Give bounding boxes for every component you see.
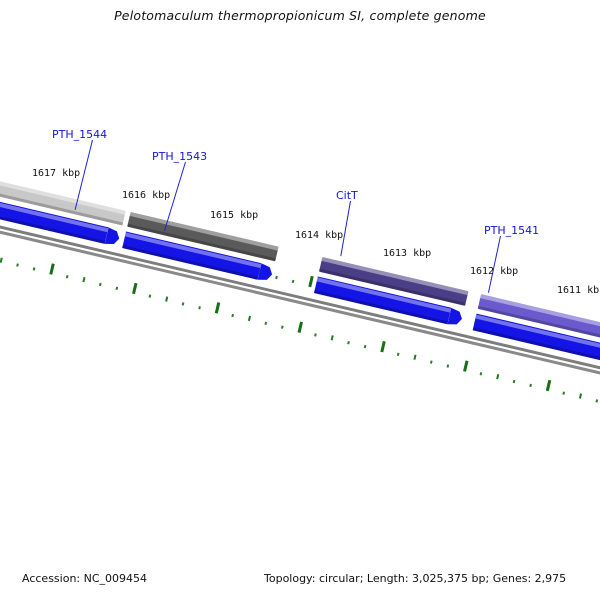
scale-tick-minor: [165, 296, 169, 302]
scale-tick-minor: [181, 302, 185, 306]
scale-tick-minor: [281, 325, 284, 329]
scale-tick-minor: [330, 335, 334, 341]
scale-tick-minor: [429, 360, 433, 364]
coordinate-label: 1613 kbp: [383, 248, 432, 259]
scale-tick-major: [463, 360, 469, 372]
coordinate-label: 1612 kbp: [470, 266, 519, 277]
scale-tick-minor: [231, 313, 234, 318]
scale-tick-minor: [413, 354, 417, 360]
accession-text: Accession: NC_009454: [22, 572, 148, 585]
scale-tick-minor: [479, 372, 483, 376]
scale-tick-major: [49, 263, 55, 275]
scale-tick-minor: [562, 391, 566, 395]
status-footer: Accession: NC_009454 Topology: circular;…: [0, 572, 600, 592]
gene-label[interactable]: PTH_1541: [484, 224, 540, 237]
scale-tick-minor: [98, 282, 102, 287]
gene-label[interactable]: PTH_1543: [152, 150, 208, 163]
page-title: Pelotomaculum thermopropionicum SI, comp…: [114, 8, 486, 23]
scale-tick-minor: [0, 257, 3, 263]
coordinate-label: 1615 kbp: [210, 210, 259, 221]
scale-tick-minor: [291, 279, 295, 284]
scale-tick-minor: [115, 286, 119, 291]
coordinate-label: 1616 kbp: [122, 190, 171, 201]
scale-tick-minor: [82, 276, 86, 283]
scale-tick-major: [214, 302, 221, 314]
scale-tick-major: [297, 321, 303, 333]
scale-tick-minor: [446, 364, 450, 368]
scale-tick-major: [545, 379, 552, 392]
scale-tick-minor: [198, 306, 201, 310]
scale-tick-minor: [65, 275, 69, 279]
scale-tick-minor: [347, 341, 350, 345]
scale-tick-major: [380, 340, 386, 353]
coordinate-label: 1617 kbp: [32, 168, 81, 179]
scale-tick-minor: [396, 352, 400, 357]
scale-tick-minor: [32, 267, 36, 271]
scale-tick-minor: [264, 321, 268, 325]
gene-label[interactable]: PTH_1544: [52, 128, 108, 141]
gene-label[interactable]: CitT: [336, 189, 358, 202]
scale-tick-major: [308, 275, 314, 288]
coordinate-label: 1614 kbp: [295, 230, 344, 241]
scale-tick-minor: [496, 374, 500, 380]
scale-tick-minor: [16, 263, 19, 267]
scale-tick-minor: [314, 333, 317, 337]
scale-tick-minor: [148, 294, 152, 298]
scale-tick-minor: [363, 344, 367, 349]
scale-tick-minor: [529, 383, 532, 388]
scale-tick-minor: [578, 393, 583, 399]
coordinate-label: 1611 kbp: [557, 285, 600, 296]
scale-tick-major: [132, 282, 138, 295]
topology-text: Topology: circular; Length: 3,025,375 bp…: [264, 572, 567, 585]
scale-tick-minor: [512, 379, 516, 384]
scale-tick-minor: [247, 315, 251, 322]
scale-tick-minor: [595, 399, 599, 403]
scale-tick-minor: [275, 275, 278, 280]
